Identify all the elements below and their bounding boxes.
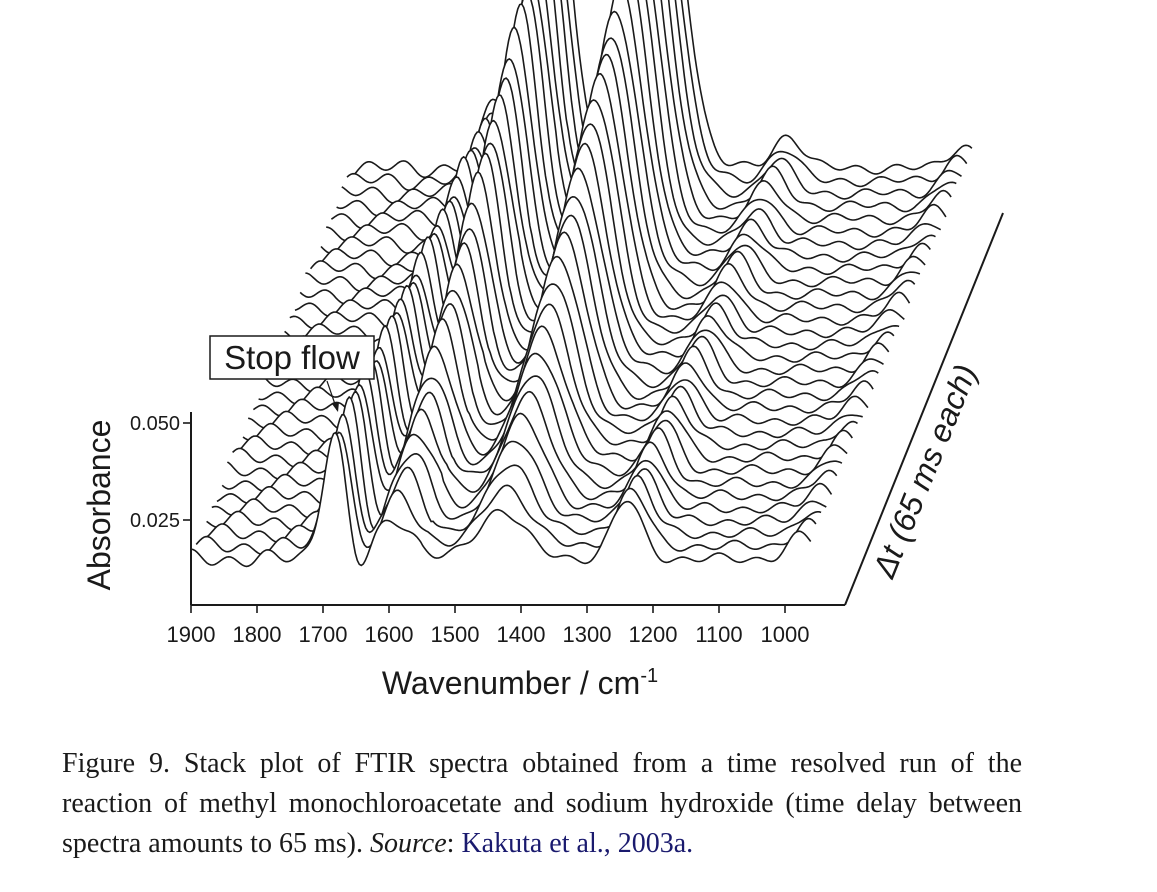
caption-colon: : <box>446 828 462 859</box>
spectrum-line-3 <box>206 395 827 531</box>
caption-source-label: Source <box>369 828 447 859</box>
spectrum-line-28 <box>336 0 957 217</box>
y-tick-label: 0.050 <box>130 413 180 435</box>
stop-flow-label: Stop flow <box>224 339 360 376</box>
spectrum-line-21 <box>299 37 921 305</box>
stop-flow-arrowhead <box>332 402 339 412</box>
caption-text: Figure 9. Stack plot of FTIR spectra obt… <box>62 748 1022 859</box>
time-axis-line <box>844 212 1004 606</box>
x-tick-label: 1400 <box>497 622 546 647</box>
x-tick-label: 1600 <box>365 622 414 647</box>
spectrum-line-30 <box>346 0 968 192</box>
x-tick-label: 1700 <box>299 622 348 647</box>
x-ticks: 1900 1800 1700 1600 1500 1400 1300 1200 1100 1000 <box>167 605 810 647</box>
spectrum-mask-0 <box>191 432 812 598</box>
y-axis-label: Absorbance <box>81 420 117 591</box>
spectrum-line-0 <box>190 431 812 568</box>
spectrum-line-29 <box>341 0 962 204</box>
caption-period: . <box>686 828 694 859</box>
x-tick-label: 1100 <box>695 622 742 647</box>
spectrum-line-27 <box>330 0 952 229</box>
x-axis-label: Wavenumber / cm-1 <box>382 665 658 701</box>
spectrum-line-22 <box>305 10 926 293</box>
stop-flow-box <box>209 335 375 380</box>
x-tick-label: 1200 <box>629 622 678 647</box>
figure-caption: Figure 9. Stack plot of FTIR spectra obt… <box>62 744 1022 864</box>
x-tick-label: 1000 <box>761 622 810 647</box>
x-tick-label: 1800 <box>233 622 282 647</box>
caption-source-link[interactable]: Kakuta et al., 2003a <box>461 828 687 859</box>
spectra-group <box>190 0 973 598</box>
x-tick-label: 1900 <box>167 622 216 647</box>
stacked-ftir-chart: 1900 1800 1700 1600 1500 1400 1300 1200 1100 1000… <box>81 0 1004 701</box>
spectrum-line-1 <box>195 431 817 556</box>
y-ticks: 0.025 0.050 <box>130 413 191 532</box>
y-tick-label: 0.025 <box>130 510 180 532</box>
x-tick-label: 1500 <box>431 622 480 647</box>
spectrum-line-2 <box>201 414 822 543</box>
spectrum-line-31 <box>351 0 973 179</box>
x-tick-label: 1300 <box>563 622 612 647</box>
